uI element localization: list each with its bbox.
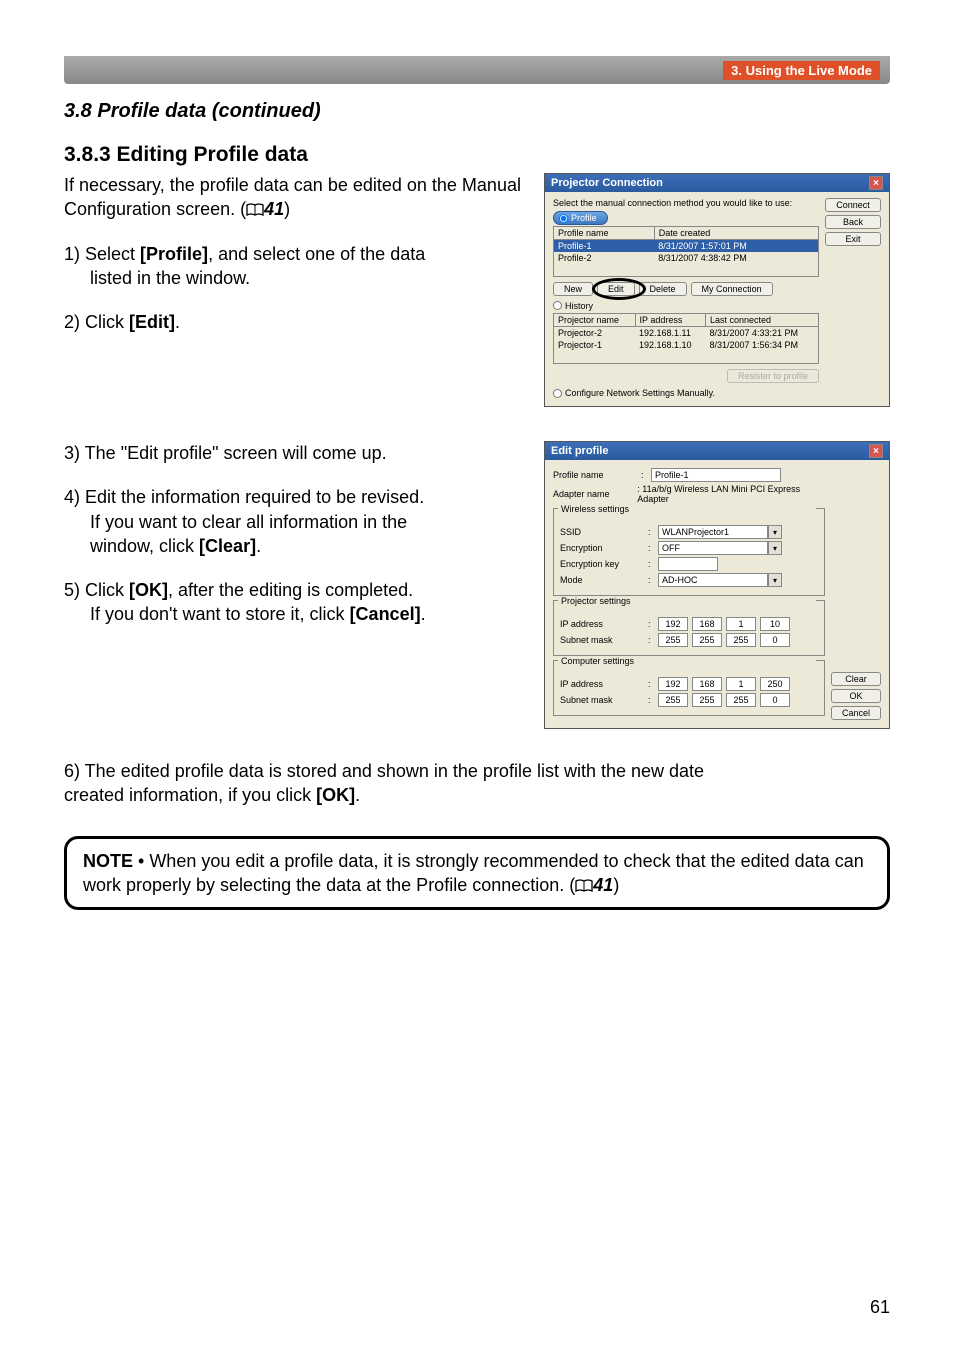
chevron-down-icon[interactable]: ▾ — [768, 525, 782, 539]
delete-button[interactable]: Delete — [639, 282, 687, 296]
ip-octet[interactable] — [658, 677, 688, 691]
encryption-select[interactable] — [658, 541, 768, 555]
ip-octet[interactable] — [760, 677, 790, 691]
book-icon — [246, 203, 264, 217]
section-label: 3. Using the Live Mode — [723, 61, 880, 80]
close-icon[interactable]: × — [869, 176, 883, 190]
mask-octet[interactable] — [692, 693, 722, 707]
computer-settings-group: Computer settings IP address: Subnet mas… — [553, 660, 825, 716]
subtitle: 3.8 Profile data (continued) — [64, 100, 890, 123]
projector-settings-group: Projector settings IP address: Subnet ma… — [553, 600, 825, 656]
chevron-down-icon[interactable]: ▾ — [768, 541, 782, 555]
new-button[interactable]: New — [553, 282, 593, 296]
mask-octet[interactable] — [726, 633, 756, 647]
step-1: 1) Select [Profile], and select one of t… — [64, 242, 522, 291]
edit-profile-window: Edit profile × Profile name: Adapter nam… — [544, 441, 890, 729]
mask-octet[interactable] — [658, 633, 688, 647]
profile-name-label: Profile name — [553, 470, 637, 480]
ip-octet[interactable] — [726, 677, 756, 691]
mask-octet[interactable] — [726, 693, 756, 707]
step-3: 3) The "Edit profile" screen will come u… — [64, 441, 522, 465]
book-icon — [575, 879, 593, 893]
profile-name-input[interactable] — [651, 468, 781, 482]
col-profile-name: Profile name — [554, 226, 655, 239]
my-connection-button[interactable]: My Connection — [691, 282, 773, 296]
ip-octet[interactable] — [692, 677, 722, 691]
close-icon[interactable]: × — [869, 444, 883, 458]
ip-octet[interactable] — [760, 617, 790, 631]
configure-manually-radio[interactable]: Configure Network Settings Manually. — [553, 388, 819, 398]
note-box: NOTE • When you edit a profile data, it … — [64, 836, 890, 911]
col-date-created: Date created — [654, 226, 818, 239]
profile-radio-input[interactable] — [559, 214, 568, 223]
step-2: 2) Click [Edit]. — [64, 310, 522, 334]
step-5: 5) Click [OK], after the editing is comp… — [64, 578, 522, 627]
register-to-profile-button: Resister to profile — [727, 369, 819, 383]
profile-table: Profile name Date created Profile-18/31/… — [553, 226, 819, 277]
intro-text: If necessary, the profile data can be ed… — [64, 173, 522, 222]
clear-button[interactable]: Clear — [831, 672, 881, 686]
adapter-name-value: : 11a/b/g Wireless LAN Mini PCI Express … — [637, 484, 825, 504]
encryption-key-input[interactable] — [658, 557, 718, 571]
history-radio-input[interactable] — [553, 301, 562, 310]
mask-octet[interactable] — [692, 633, 722, 647]
step-6: 6) The edited profile data is stored and… — [64, 759, 890, 808]
mode-select[interactable] — [658, 573, 768, 587]
table-row[interactable]: Profile-28/31/2007 4:38:42 PM — [554, 252, 819, 264]
cancel-button[interactable]: Cancel — [831, 706, 881, 720]
edit-button[interactable]: Edit — [597, 282, 635, 296]
mask-octet[interactable] — [658, 693, 688, 707]
history-radio[interactable]: History — [553, 301, 593, 311]
ssid-input[interactable] — [658, 525, 768, 539]
history-table: Projector nameIP addressLast connected P… — [553, 313, 819, 364]
table-row[interactable]: Projector-2192.168.1.118/31/2007 4:33:21… — [554, 327, 819, 340]
step-4: 4) Edit the information required to be r… — [64, 485, 522, 558]
mask-octet[interactable] — [760, 633, 790, 647]
exit-button[interactable]: Exit — [825, 232, 881, 246]
chevron-down-icon[interactable]: ▾ — [768, 573, 782, 587]
profile-radio[interactable]: Profile — [553, 211, 608, 225]
wireless-settings-group: Wireless settings SSID: ▾ Encryption: ▾ … — [553, 508, 825, 596]
ok-button[interactable]: OK — [831, 689, 881, 703]
table-row[interactable]: Profile-18/31/2007 1:57:01 PM — [554, 239, 819, 252]
connect-button[interactable]: Connect — [825, 198, 881, 212]
projector-connection-window: Projector Connection × Select the manual… — [544, 173, 890, 407]
page-number: 61 — [870, 1297, 890, 1318]
back-button[interactable]: Back — [825, 215, 881, 229]
ip-octet[interactable] — [658, 617, 688, 631]
window-title: Edit profile — [551, 445, 608, 457]
table-row[interactable]: Projector-1192.168.1.108/31/2007 1:56:34… — [554, 339, 819, 351]
ip-octet[interactable] — [726, 617, 756, 631]
instruction-text: Select the manual connection method you … — [553, 198, 819, 208]
heading-383: 3.8.3 Editing Profile data — [64, 143, 890, 167]
mask-octet[interactable] — [760, 693, 790, 707]
window-title: Projector Connection — [551, 177, 663, 189]
ip-octet[interactable] — [692, 617, 722, 631]
adapter-name-label: Adapter name — [553, 489, 633, 499]
